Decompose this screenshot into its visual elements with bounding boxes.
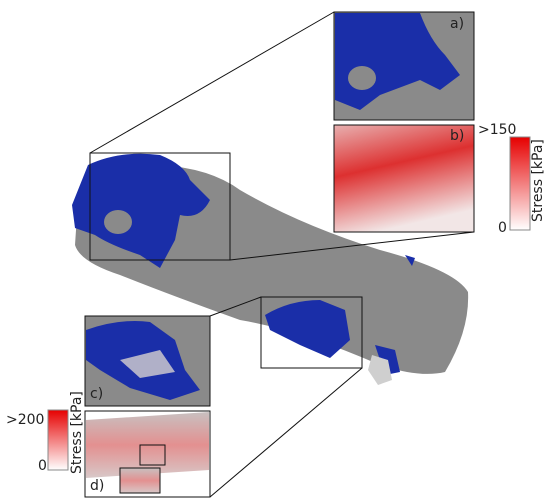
colorbar-max: >150 — [478, 122, 516, 138]
colorbar-min: 0 — [498, 220, 507, 236]
panel-d: d) >200 0 Stress [kPa] — [6, 391, 210, 497]
panel-label: a) — [450, 16, 464, 32]
colorbar-title: Stress [kPa] — [530, 139, 544, 222]
colorbar — [48, 410, 68, 470]
panel-c: c) — [85, 316, 210, 406]
panel-label: b) — [450, 128, 464, 144]
hole — [104, 210, 132, 234]
blue-patch — [265, 300, 350, 358]
panel-a: a) — [334, 12, 474, 120]
panel-label: d) — [90, 478, 104, 494]
colorbar-max: >200 — [6, 412, 44, 428]
panel-label: c) — [90, 386, 103, 402]
colorbar-title: Stress [kPa] — [69, 391, 85, 474]
panel-b: b) >150 0 Stress [kPa] — [334, 122, 544, 236]
colorbar — [510, 137, 530, 230]
colorbar-min: 0 — [38, 458, 47, 474]
figure: a) b) >150 0 Stress [kPa] c) d) >200 0 S… — [0, 0, 544, 500]
